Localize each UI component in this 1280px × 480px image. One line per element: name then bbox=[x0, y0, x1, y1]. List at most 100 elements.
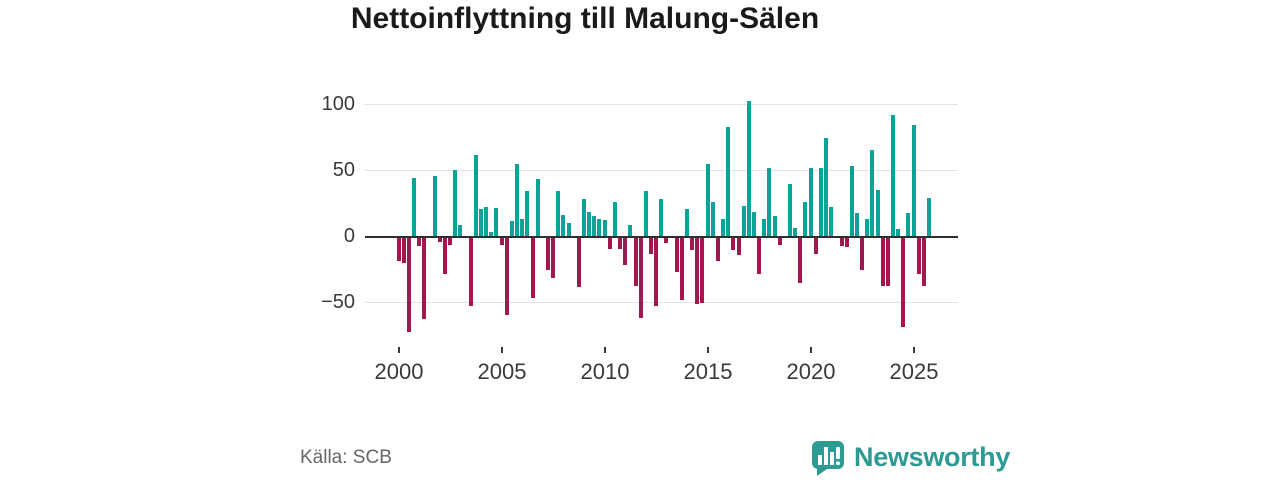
bar-2012-q3 bbox=[654, 238, 658, 306]
bar-2007-q3 bbox=[551, 238, 555, 278]
y-axis-label-100: 100 bbox=[321, 93, 355, 115]
y-axis-label-50: 50 bbox=[332, 159, 355, 181]
bar-2013-q3 bbox=[675, 238, 679, 272]
bar-2009-q1 bbox=[582, 199, 586, 236]
bar-2004-q3 bbox=[489, 232, 493, 236]
bar-2007-q4 bbox=[556, 191, 560, 236]
bar-2016-q4 bbox=[742, 206, 746, 236]
bar-2019-q1 bbox=[788, 184, 792, 236]
bar-2013-q4 bbox=[680, 238, 684, 300]
bar-2007-q2 bbox=[546, 238, 550, 270]
x-axis-label-2025: 2025 bbox=[889, 359, 939, 384]
bar-2021-q4 bbox=[845, 238, 849, 247]
bar-2001-q4 bbox=[433, 176, 437, 236]
bar-2003-q1 bbox=[458, 225, 462, 236]
x-tick-2005 bbox=[501, 347, 503, 353]
bar-2004-q2 bbox=[484, 207, 488, 236]
bar-2014-q2 bbox=[690, 238, 694, 250]
gridline-100 bbox=[365, 104, 958, 105]
bar-2011-q3 bbox=[634, 238, 638, 286]
bar-2022-q3 bbox=[860, 238, 864, 270]
bar-2017-q4 bbox=[762, 219, 766, 236]
x-tick-2015 bbox=[707, 347, 709, 353]
bar-2024-q4 bbox=[906, 213, 910, 236]
x-axis-label-2005: 2005 bbox=[477, 359, 527, 384]
bar-2006-q1 bbox=[520, 219, 524, 236]
newsworthy-logo[interactable]: Newsworthy bbox=[810, 439, 1010, 476]
x-axis-label-2015: 2015 bbox=[683, 359, 733, 384]
bar-2005-q2 bbox=[505, 238, 509, 315]
bar-2010-q1 bbox=[603, 220, 607, 236]
bar-2006-q4 bbox=[536, 179, 540, 236]
source-label: Källa: SCB bbox=[300, 447, 392, 468]
bar-2018-q3 bbox=[778, 238, 782, 245]
bar-2005-q1 bbox=[500, 238, 504, 245]
bar-2011-q2 bbox=[628, 225, 632, 236]
x-tick-2000 bbox=[398, 347, 400, 353]
bar-2017-q1 bbox=[747, 101, 751, 236]
bar-2002-q3 bbox=[448, 238, 452, 245]
bar-2017-q2 bbox=[752, 212, 756, 236]
bar-2011-q4 bbox=[639, 238, 643, 318]
bar-2002-q1 bbox=[438, 238, 442, 242]
bar-2021-q1 bbox=[829, 207, 833, 236]
bar-2025-q4 bbox=[927, 198, 931, 236]
bar-2004-q1 bbox=[479, 209, 483, 236]
bar-2023-q4 bbox=[886, 238, 890, 286]
bar-2015-q4 bbox=[721, 219, 725, 236]
x-tick-2010 bbox=[604, 347, 606, 353]
bar-2021-q3 bbox=[840, 238, 844, 246]
bar-2008-q1 bbox=[561, 215, 565, 236]
bar-2022-q4 bbox=[865, 219, 869, 236]
bar-2019-q4 bbox=[803, 202, 807, 236]
x-tick-2025 bbox=[913, 347, 915, 353]
bar-2012-q2 bbox=[649, 238, 653, 254]
bar-2019-q3 bbox=[798, 238, 802, 283]
gridline-50 bbox=[365, 170, 958, 171]
bar-2025-q1 bbox=[912, 125, 916, 236]
bar-2009-q4 bbox=[597, 219, 601, 236]
bar-2008-q4 bbox=[577, 238, 581, 287]
bar-2015-q2 bbox=[711, 202, 715, 236]
bar-2008-q2 bbox=[567, 223, 571, 236]
bar-2000-q2 bbox=[402, 238, 406, 263]
bar-2019-q2 bbox=[793, 228, 797, 236]
bar-2002-q4 bbox=[453, 170, 457, 236]
y-axis-label-0: 0 bbox=[343, 225, 355, 247]
bar-2005-q3 bbox=[510, 221, 514, 236]
x-axis-label-2020: 2020 bbox=[786, 359, 836, 384]
x-axis-label-2000: 2000 bbox=[374, 359, 424, 384]
bar-2022-q1 bbox=[850, 166, 854, 236]
x-axis-label-2010: 2010 bbox=[580, 359, 630, 384]
bar-2011-q1 bbox=[623, 238, 627, 265]
bar-2010-q4 bbox=[618, 238, 622, 249]
bar-2024-q2 bbox=[896, 229, 900, 236]
bar-2020-q2 bbox=[814, 238, 818, 254]
bar-2016-q3 bbox=[737, 238, 741, 255]
bar-2001-q1 bbox=[417, 238, 421, 246]
chart-title: Nettoinflyttning till Malung-Sälen bbox=[350, 2, 820, 35]
bar-2014-q3 bbox=[695, 238, 699, 304]
bar-2023-q1 bbox=[870, 150, 874, 236]
x-tick-2020 bbox=[810, 347, 812, 353]
bar-2017-q3 bbox=[757, 238, 761, 274]
bar-2010-q3 bbox=[613, 202, 617, 236]
bar-2018-q1 bbox=[767, 168, 771, 236]
bar-2005-q4 bbox=[515, 164, 519, 236]
bar-2002-q2 bbox=[443, 238, 447, 274]
bar-2012-q4 bbox=[659, 199, 663, 236]
bar-2016-q1 bbox=[726, 127, 730, 236]
bar-2013-q1 bbox=[664, 238, 668, 243]
bar-2020-q3 bbox=[819, 168, 823, 236]
bar-2025-q2 bbox=[917, 238, 921, 274]
bar-2000-q1 bbox=[397, 238, 401, 261]
bar-2020-q1 bbox=[809, 168, 813, 236]
gridline-−50 bbox=[365, 302, 958, 303]
bar-2003-q3 bbox=[469, 238, 473, 306]
bar-2006-q2 bbox=[525, 191, 529, 236]
bar-2009-q3 bbox=[592, 216, 596, 236]
bar-2003-q4 bbox=[474, 155, 478, 236]
bar-2001-q2 bbox=[422, 238, 426, 319]
newsworthy-wordmark: Newsworthy bbox=[854, 442, 1011, 472]
bar-2023-q2 bbox=[876, 190, 880, 236]
